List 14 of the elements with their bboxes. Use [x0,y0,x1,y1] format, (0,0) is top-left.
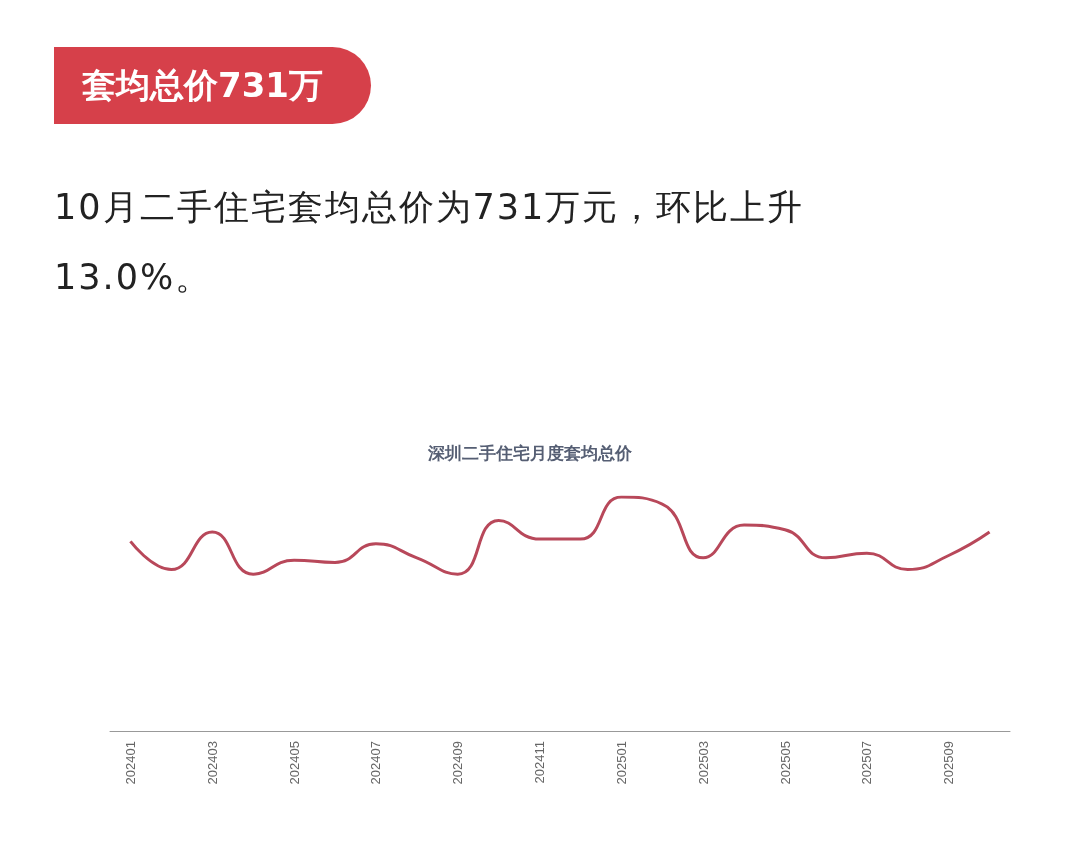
x-tick-label: 202411 [532,741,548,784]
x-tick-label: 202407 [368,741,384,785]
x-tick-label: 202401 [122,741,138,785]
x-tick-label: 202409 [450,741,466,785]
x-tick-label: 202403 [204,741,220,785]
chart-title: 套均总价731万 [54,47,371,124]
x-tick-label: 202505 [777,741,793,785]
x-tick-label: 202507 [859,741,875,785]
x-tick-label: 202503 [695,741,711,785]
text: 深圳二手住宅月度套均总价 [427,444,633,463]
x-tick-label: 202501 [613,741,629,785]
x-tick-label: 202405 [286,741,302,785]
x-tick-label: 202509 [941,741,957,785]
chart-subtitle: 10月二手住宅套均总价为731万元，环比上升13.0%。 [54,186,806,299]
